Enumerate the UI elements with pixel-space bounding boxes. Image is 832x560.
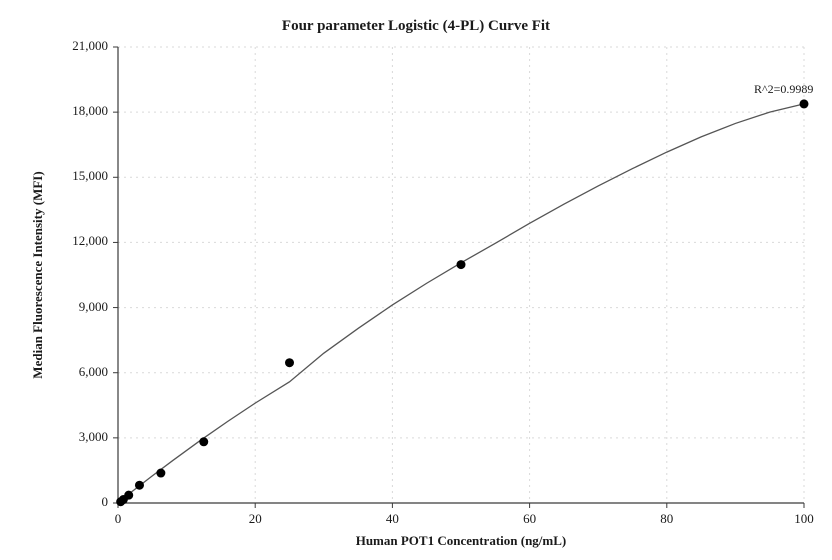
ytick-label: 9,000	[0, 299, 108, 315]
ytick-label: 21,000	[0, 38, 108, 54]
chart-svg	[0, 0, 832, 560]
ytick-label: 15,000	[0, 168, 108, 184]
data-point	[156, 469, 165, 478]
data-point	[199, 437, 208, 446]
ytick-label: 3,000	[0, 429, 108, 445]
xtick-label: 100	[774, 511, 832, 527]
chart-container: Four parameter Logistic (4-PL) Curve Fit…	[0, 0, 832, 560]
data-point	[457, 260, 466, 269]
ytick-label: 6,000	[0, 364, 108, 380]
ytick-label: 12,000	[0, 233, 108, 249]
data-point	[285, 358, 294, 367]
xtick-label: 60	[500, 511, 560, 527]
xtick-label: 0	[88, 511, 148, 527]
ytick-label: 18,000	[0, 103, 108, 119]
data-point	[135, 481, 144, 490]
fit-curve	[118, 104, 804, 503]
xtick-label: 80	[637, 511, 697, 527]
xtick-label: 40	[362, 511, 422, 527]
data-point	[800, 99, 809, 108]
ytick-label: 0	[0, 494, 108, 510]
data-point	[124, 491, 133, 500]
xtick-label: 20	[225, 511, 285, 527]
